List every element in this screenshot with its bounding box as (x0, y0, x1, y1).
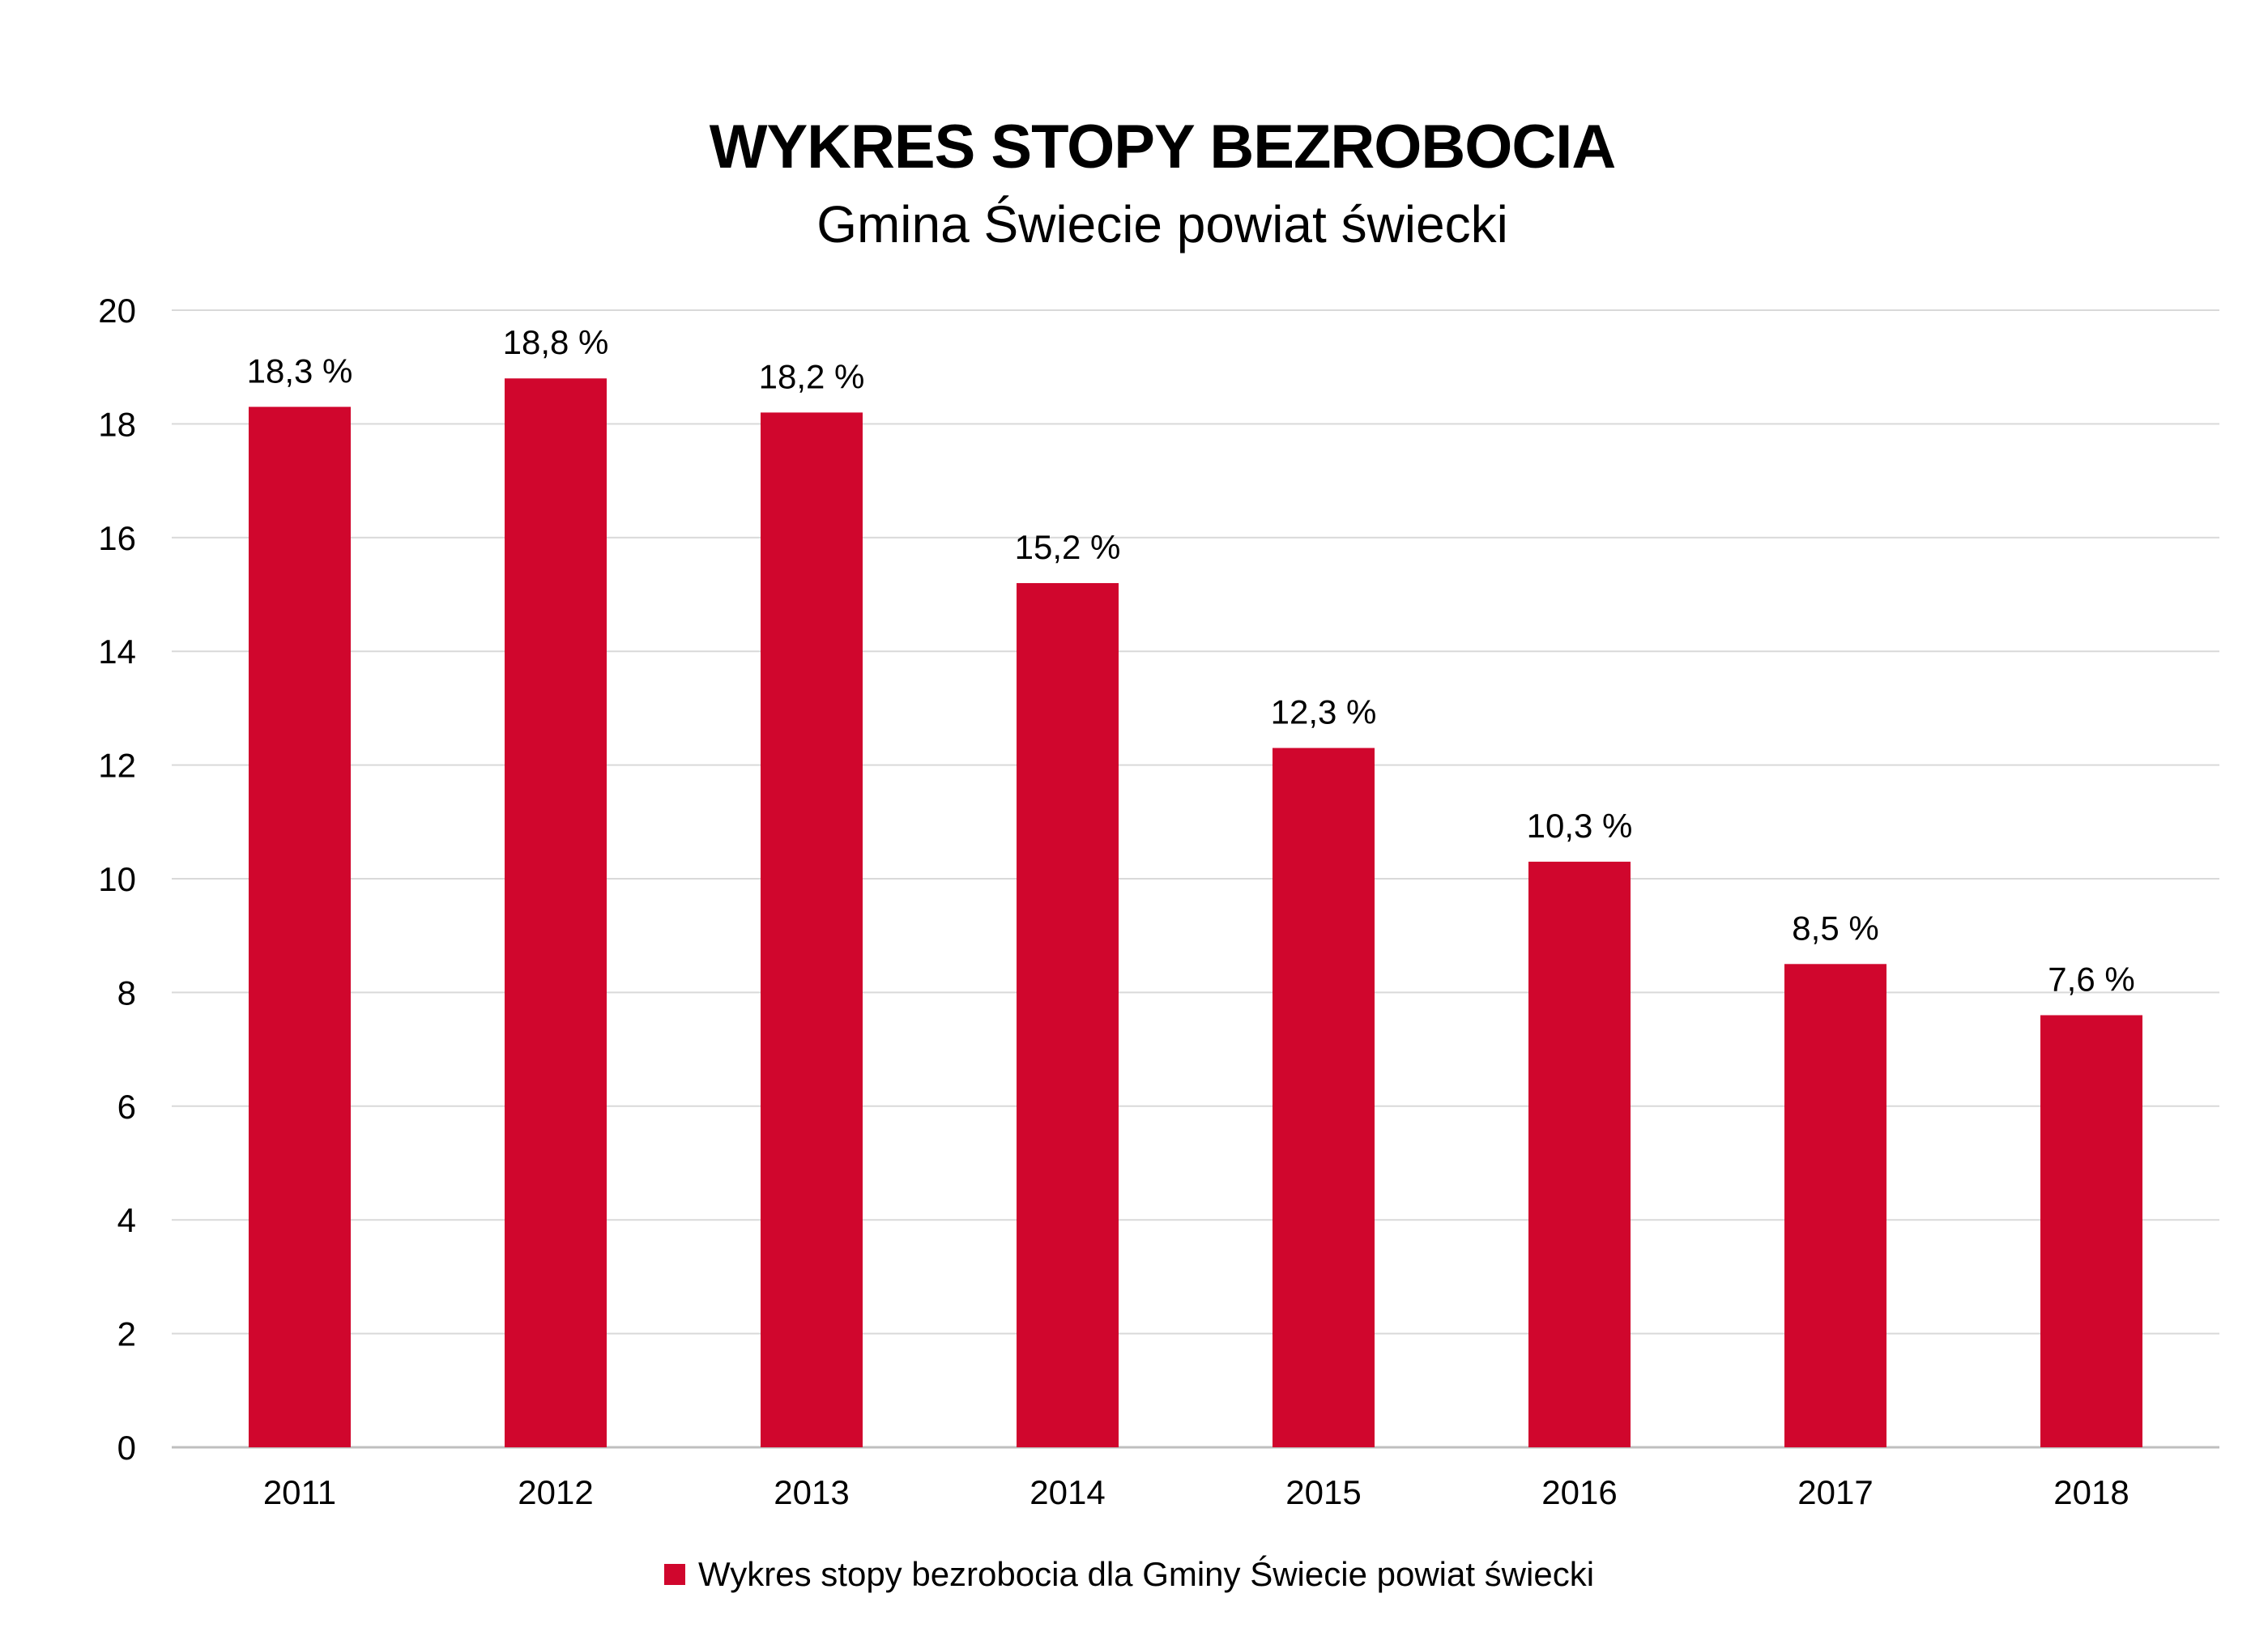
chart-title: WYKRES STOPY BEZROBOCIA (709, 113, 1617, 181)
y-tick-label: 0 (117, 1429, 136, 1467)
bars (249, 378, 2142, 1448)
y-tick-label: 2 (117, 1315, 136, 1353)
bar-2011 (249, 407, 351, 1448)
bar-2012 (505, 378, 607, 1447)
y-tick-label: 16 (98, 519, 136, 557)
x-axis-ticks: 2011 2012 2013 2014 2015 2016 2017 2018 (263, 1473, 2129, 1511)
legend: Wykres stopy bezrobocia dla Gminy Świeci… (664, 1555, 1594, 1594)
data-label-2014: 15,2 % (1015, 528, 1121, 566)
bar-2017 (1784, 964, 1886, 1447)
x-tick-label-2014: 2014 (1030, 1473, 1105, 1511)
bar-2013 (761, 412, 863, 1447)
data-label-2015: 12,3 % (1271, 693, 1377, 731)
data-label-2012: 18,8 % (503, 323, 609, 361)
x-tick-label-2018: 2018 (2053, 1473, 2129, 1511)
y-tick-label: 8 (117, 974, 136, 1012)
legend-swatch (664, 1564, 685, 1585)
y-tick-label: 14 (98, 633, 136, 671)
data-label-2016: 10,3 % (1527, 807, 1633, 845)
x-tick-label-2017: 2017 (1797, 1473, 1873, 1511)
x-tick-label-2013: 2013 (774, 1473, 849, 1511)
legend-label: Wykres stopy bezrobocia dla Gminy Świeci… (698, 1555, 1595, 1593)
bar-2015 (1273, 748, 1375, 1447)
y-axis-ticks: 0 2 4 6 8 10 12 14 16 18 20 (98, 292, 136, 1467)
x-tick-label-2015: 2015 (1285, 1473, 1361, 1511)
bar-2018 (2040, 1015, 2142, 1447)
y-tick-label: 20 (98, 292, 136, 330)
x-tick-label-2011: 2011 (263, 1473, 336, 1511)
bar-2016 (1528, 861, 1631, 1447)
data-label-2013: 18,2 % (759, 357, 865, 395)
y-tick-label: 10 (98, 860, 136, 898)
x-tick-label-2012: 2012 (518, 1473, 593, 1511)
data-label-2011: 18,3 % (247, 351, 353, 390)
bar-2014 (1017, 582, 1119, 1448)
y-tick-label: 12 (98, 747, 136, 785)
data-label-2018: 7,6 % (2048, 960, 2134, 998)
data-labels: 18,3 % 18,8 % 18,2 % 15,2 % 12,3 % 10,3 % 8,5 … (247, 323, 2135, 998)
chart-subtitle: Gmina Świecie powiat świecki (816, 195, 1508, 253)
y-tick-label: 6 (117, 1088, 136, 1126)
y-tick-label: 18 (98, 405, 136, 443)
y-tick-label: 4 (117, 1201, 136, 1239)
gridlines (172, 309, 2219, 1449)
x-tick-label-2016: 2016 (1541, 1473, 1617, 1511)
data-label-2017: 8,5 % (1792, 909, 1878, 947)
